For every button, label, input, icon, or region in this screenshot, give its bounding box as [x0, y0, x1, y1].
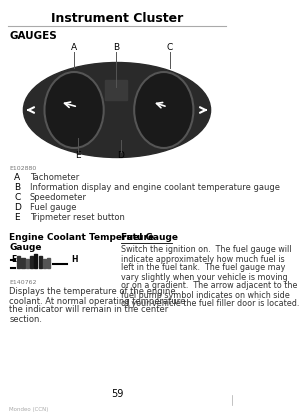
Text: Displays the temperature of the engine: Displays the temperature of the engine	[9, 288, 176, 296]
Text: E: E	[14, 214, 20, 222]
Bar	[47, 258, 50, 268]
Text: B: B	[113, 43, 119, 53]
Text: D: D	[118, 151, 124, 161]
Text: 59: 59	[111, 389, 123, 399]
Text: Information display and engine coolant temperature gauge: Information display and engine coolant t…	[30, 184, 280, 193]
Text: Switch the ignition on.  The fuel gauge will: Switch the ignition on. The fuel gauge w…	[121, 245, 291, 255]
Text: indicate approximately how much fuel is: indicate approximately how much fuel is	[121, 255, 284, 263]
Bar	[43, 259, 46, 268]
Text: Instrument Cluster: Instrument Cluster	[51, 12, 183, 25]
Text: C: C	[14, 194, 20, 202]
Bar	[26, 259, 29, 268]
Text: Speedometer: Speedometer	[30, 194, 87, 202]
Text: A: A	[14, 173, 20, 183]
Text: of your vehicle the fuel filler door is located.: of your vehicle the fuel filler door is …	[121, 300, 299, 308]
Text: E: E	[75, 151, 81, 161]
Ellipse shape	[23, 63, 211, 158]
Bar	[22, 258, 25, 268]
Text: A: A	[71, 43, 77, 53]
Text: or on a gradient.  The arrow adjacent to the: or on a gradient. The arrow adjacent to …	[121, 281, 297, 291]
Circle shape	[44, 72, 104, 148]
Text: GAUGES: GAUGES	[9, 31, 57, 41]
Text: Fuel gauge: Fuel gauge	[30, 204, 76, 212]
Bar	[17, 256, 20, 268]
Text: left in the fuel tank.  The fuel gauge may: left in the fuel tank. The fuel gauge ma…	[121, 263, 285, 273]
Text: H: H	[71, 255, 77, 264]
Circle shape	[134, 72, 194, 148]
Text: C: C	[167, 43, 173, 53]
Text: Engine Coolant Temperature: Engine Coolant Temperature	[9, 234, 154, 242]
Text: Mondeo (CCN): Mondeo (CCN)	[9, 408, 49, 413]
Text: D: D	[14, 204, 21, 212]
Bar	[30, 256, 33, 268]
Text: vary slightly when your vehicle is moving: vary slightly when your vehicle is movin…	[121, 273, 287, 281]
Text: B: B	[14, 184, 20, 193]
Text: Tachometer: Tachometer	[30, 173, 79, 183]
Text: E102880: E102880	[9, 166, 37, 171]
Text: section.: section.	[9, 314, 42, 324]
Text: Fuel Gauge: Fuel Gauge	[121, 234, 178, 242]
Bar	[39, 256, 42, 268]
Text: coolant. At normal operating temperature: coolant. At normal operating temperature	[9, 296, 186, 306]
Text: Tripmeter reset button: Tripmeter reset button	[30, 214, 124, 222]
Text: E: E	[11, 255, 16, 264]
Bar	[105, 80, 127, 100]
Text: fuel pump symbol indicates on which side: fuel pump symbol indicates on which side	[121, 291, 290, 300]
Text: E140762: E140762	[9, 280, 37, 285]
Text: Gauge: Gauge	[9, 242, 42, 252]
Bar	[34, 254, 38, 268]
Text: the indicator will remain in the center: the indicator will remain in the center	[9, 306, 169, 314]
